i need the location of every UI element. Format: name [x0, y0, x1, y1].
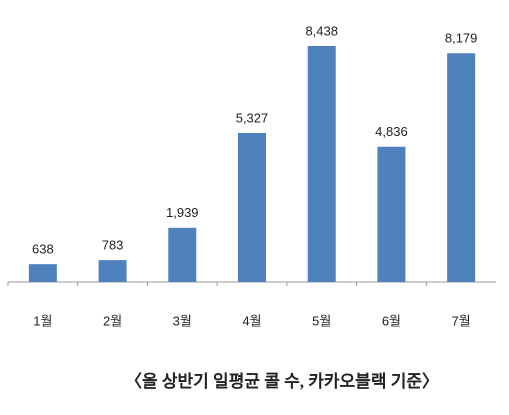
x-tick-label: 7월 [452, 313, 471, 328]
value-label: 4,836 [375, 124, 408, 139]
bar [168, 227, 197, 282]
x-tick-label: 5월 [312, 313, 331, 328]
bar [238, 133, 266, 282]
x-tick-label: 1월 [33, 313, 52, 328]
x-tick-label: 6월 [382, 313, 401, 328]
bar [98, 260, 127, 282]
x-tick-label: 3월 [173, 313, 192, 328]
bar [307, 46, 336, 282]
bar [377, 146, 406, 282]
value-label: 8,438 [305, 23, 338, 38]
x-tick-label: 4월 [242, 313, 261, 328]
value-label: 638 [32, 242, 54, 257]
x-tick-label: 2월 [103, 313, 122, 328]
value-label: 783 [102, 238, 124, 253]
value-label: 1,939 [166, 205, 199, 220]
value-label: 8,179 [445, 31, 478, 46]
bar [447, 53, 476, 282]
value-label: 5,327 [236, 110, 269, 125]
bar [28, 264, 57, 282]
chart-caption: 〈올 상반기 일평균 콜 수, 카카오블랙 기준〉 [125, 371, 439, 391]
